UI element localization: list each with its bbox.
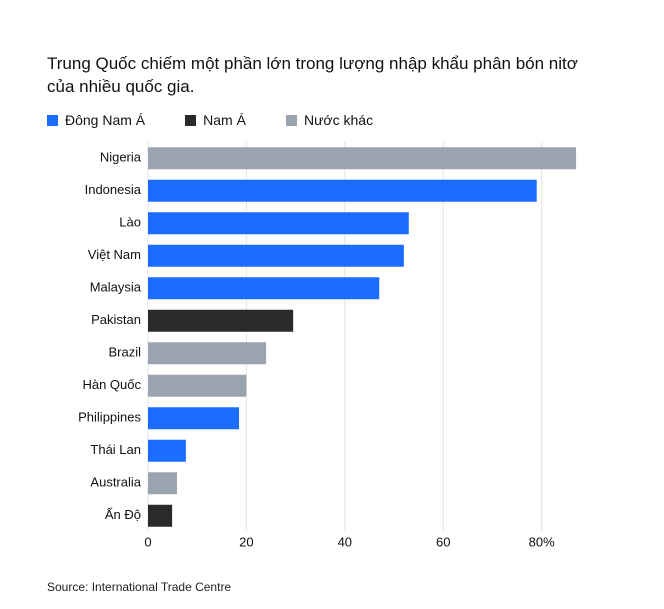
y-tick-label: Việt Nam	[88, 247, 141, 262]
y-tick-label: Malaysia	[90, 280, 142, 295]
bar	[148, 147, 577, 170]
y-tick-label: Ấn Độ	[105, 507, 141, 522]
x-tick-label: 20	[239, 534, 253, 549]
bar	[148, 374, 247, 397]
x-tick-label: 0	[144, 534, 151, 549]
bar	[148, 504, 173, 527]
legend-label: Nam Á	[203, 112, 246, 128]
legend-item: Đông Nam Á	[47, 112, 145, 128]
y-tick-label: Pakistan	[91, 312, 141, 327]
y-tick-label: Lào	[119, 215, 141, 230]
legend-swatch	[185, 114, 197, 126]
y-tick-label: Hàn Quốc	[82, 377, 141, 392]
y-tick-label: Indonesia	[85, 182, 142, 197]
legend-swatch	[285, 114, 297, 126]
legend-label: Đông Nam Á	[65, 112, 146, 128]
legend-item: Nam Á	[185, 112, 246, 128]
bar	[148, 342, 267, 365]
y-tick-label: Thái Lan	[90, 442, 141, 457]
bar	[148, 244, 404, 267]
legend-item: Nước khác	[285, 112, 374, 128]
y-tick-label: Australia	[90, 475, 141, 490]
bar	[148, 407, 240, 430]
bar	[148, 439, 186, 462]
bar	[148, 309, 294, 332]
y-tick-label: Brazil	[108, 345, 141, 360]
x-tick-label: 80%	[529, 534, 555, 549]
chart: 0 20 40 60 80% Nigeria Indonesia Lào Việt Nam Mal…	[78, 142, 577, 549]
y-tick-label: Philippines	[78, 410, 141, 425]
legend-label: Nước khác	[303, 112, 374, 128]
x-tick-label: 60	[436, 534, 450, 549]
bar	[148, 472, 178, 495]
bar	[148, 179, 537, 202]
legend-swatch	[47, 114, 58, 126]
source-note: Source: International Trade Centre	[47, 580, 232, 594]
bar	[148, 212, 409, 235]
legend: Đông Nam Á Nam Á Nước khác	[47, 112, 373, 128]
chart-title: Trung Quốc chiếm một phần lớn trong lượn…	[47, 54, 578, 96]
bar	[148, 277, 380, 300]
x-tick-label: 40	[338, 534, 352, 549]
y-tick-label: Nigeria	[100, 150, 142, 165]
